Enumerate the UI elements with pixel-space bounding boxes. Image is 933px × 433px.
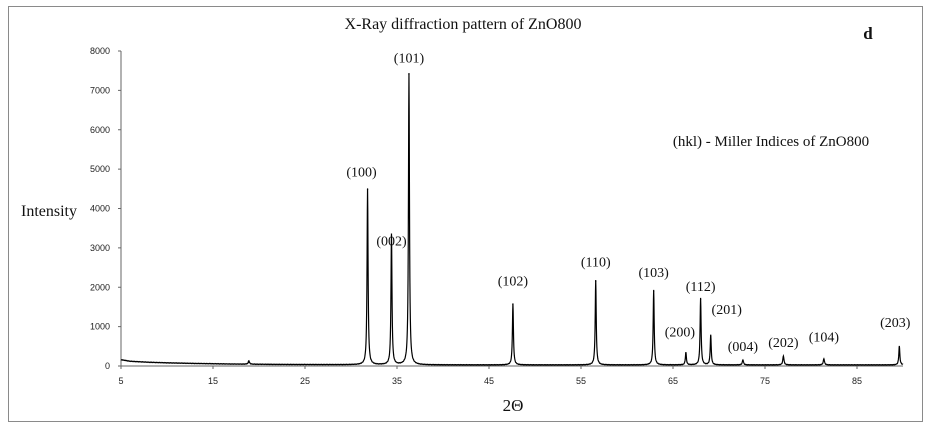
peak-label: (104) [809, 331, 840, 346]
peak-label: (100) [346, 166, 377, 181]
y-tick-label: 7000 [90, 85, 110, 95]
x-tick-label: 85 [852, 376, 862, 386]
peak-point [248, 361, 250, 364]
peak-label: (002) [376, 234, 407, 249]
peak-label: (110) [581, 255, 611, 270]
y-tick-label: 1000 [90, 322, 110, 332]
miller-indices-note: (hkl) - Miller Indices of ZnO800 [673, 134, 869, 150]
chart-title: X-Ray diffraction pattern of ZnO800 [345, 16, 582, 33]
y-axis-label: Intensity [21, 203, 77, 220]
peak-point [595, 280, 597, 282]
y-tick-label: 2000 [90, 282, 110, 292]
peak-label: (103) [639, 266, 670, 281]
x-tick-label: 55 [576, 376, 586, 386]
y-tick-label: 8000 [90, 46, 110, 56]
tick-labels: 0 1000 2000 3000 4000 5000 6000 7000 8000 5 15 25 35… [90, 46, 862, 386]
y-tick-label: 6000 [90, 125, 110, 135]
peak-point [390, 234, 393, 236]
peak-label: (203) [880, 316, 911, 331]
y-tick-label: 3000 [90, 243, 110, 253]
peak-label: (004) [728, 340, 759, 355]
peak-label: (101) [394, 52, 425, 67]
y-tick-label: 5000 [90, 164, 110, 174]
peak-point [742, 360, 744, 362]
peak-point [512, 303, 514, 306]
peak-annotations: (100) (002) (101) (102) (110) (103) (200) (112)… [346, 52, 910, 355]
peak-label: (112) [686, 280, 716, 295]
peak-point [782, 356, 785, 358]
peak-point [366, 189, 369, 191]
chart-frame [8, 6, 923, 422]
xrd-line [120, 73, 904, 366]
x-axis-label: 2Θ [503, 396, 524, 415]
y-tick-label: 4000 [90, 204, 110, 214]
peak-label: (200) [665, 325, 696, 340]
peak-point [898, 346, 900, 348]
peak-label: (102) [498, 275, 529, 290]
peak-point [700, 298, 702, 300]
x-tick-label: 45 [484, 376, 494, 386]
peak-point [408, 74, 410, 76]
peak-point [710, 335, 712, 337]
x-tick-label: 5 [118, 376, 123, 386]
diffraction-trace [120, 73, 904, 366]
peak-label: (202) [768, 336, 799, 351]
peak-point [685, 352, 687, 354]
x-tick-label: 35 [392, 376, 402, 386]
x-tick-label: 25 [300, 376, 310, 386]
peak-point [653, 290, 655, 292]
peak-point [823, 359, 825, 361]
x-tick-label: 15 [208, 376, 218, 386]
x-tick-label: 65 [668, 376, 678, 386]
x-tick-label: 75 [760, 376, 770, 386]
peak-label: (201) [712, 303, 743, 318]
panel-label: d [863, 24, 873, 43]
y-tick-label: 0 [105, 361, 110, 371]
